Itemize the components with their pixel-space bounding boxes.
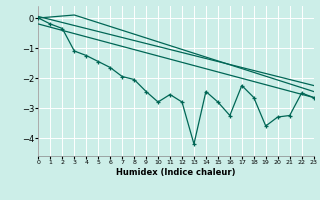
X-axis label: Humidex (Indice chaleur): Humidex (Indice chaleur)	[116, 168, 236, 177]
